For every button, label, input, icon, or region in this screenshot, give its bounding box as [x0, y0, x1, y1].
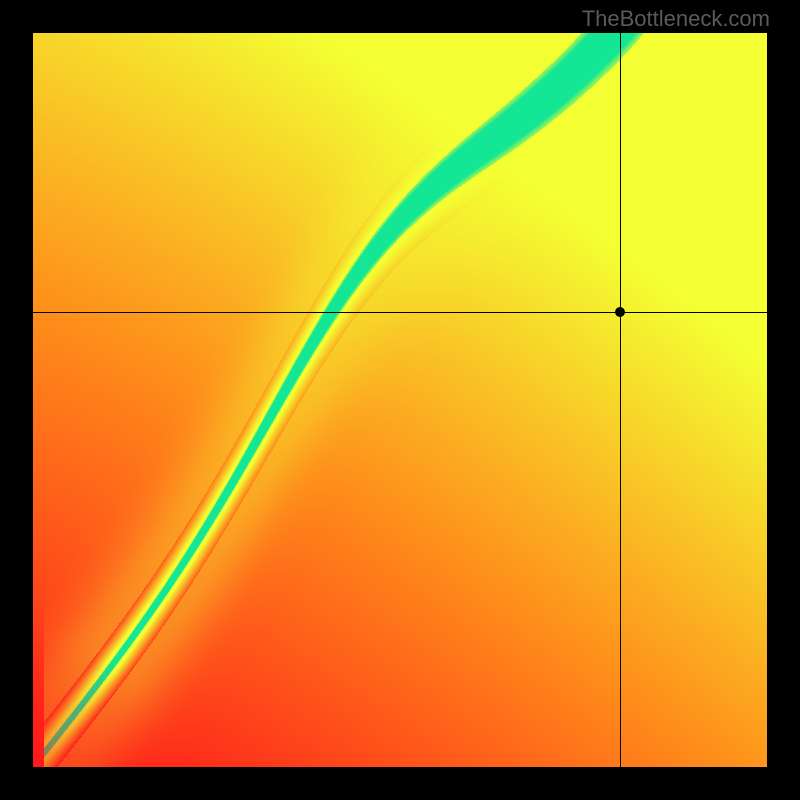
crosshair-vertical — [620, 33, 621, 767]
heatmap-canvas — [33, 33, 767, 767]
plot-area — [33, 33, 767, 767]
marker-dot — [615, 307, 625, 317]
chart-container: TheBottleneck.com — [0, 0, 800, 800]
crosshair-horizontal — [33, 312, 767, 313]
attribution-label: TheBottleneck.com — [582, 6, 770, 32]
